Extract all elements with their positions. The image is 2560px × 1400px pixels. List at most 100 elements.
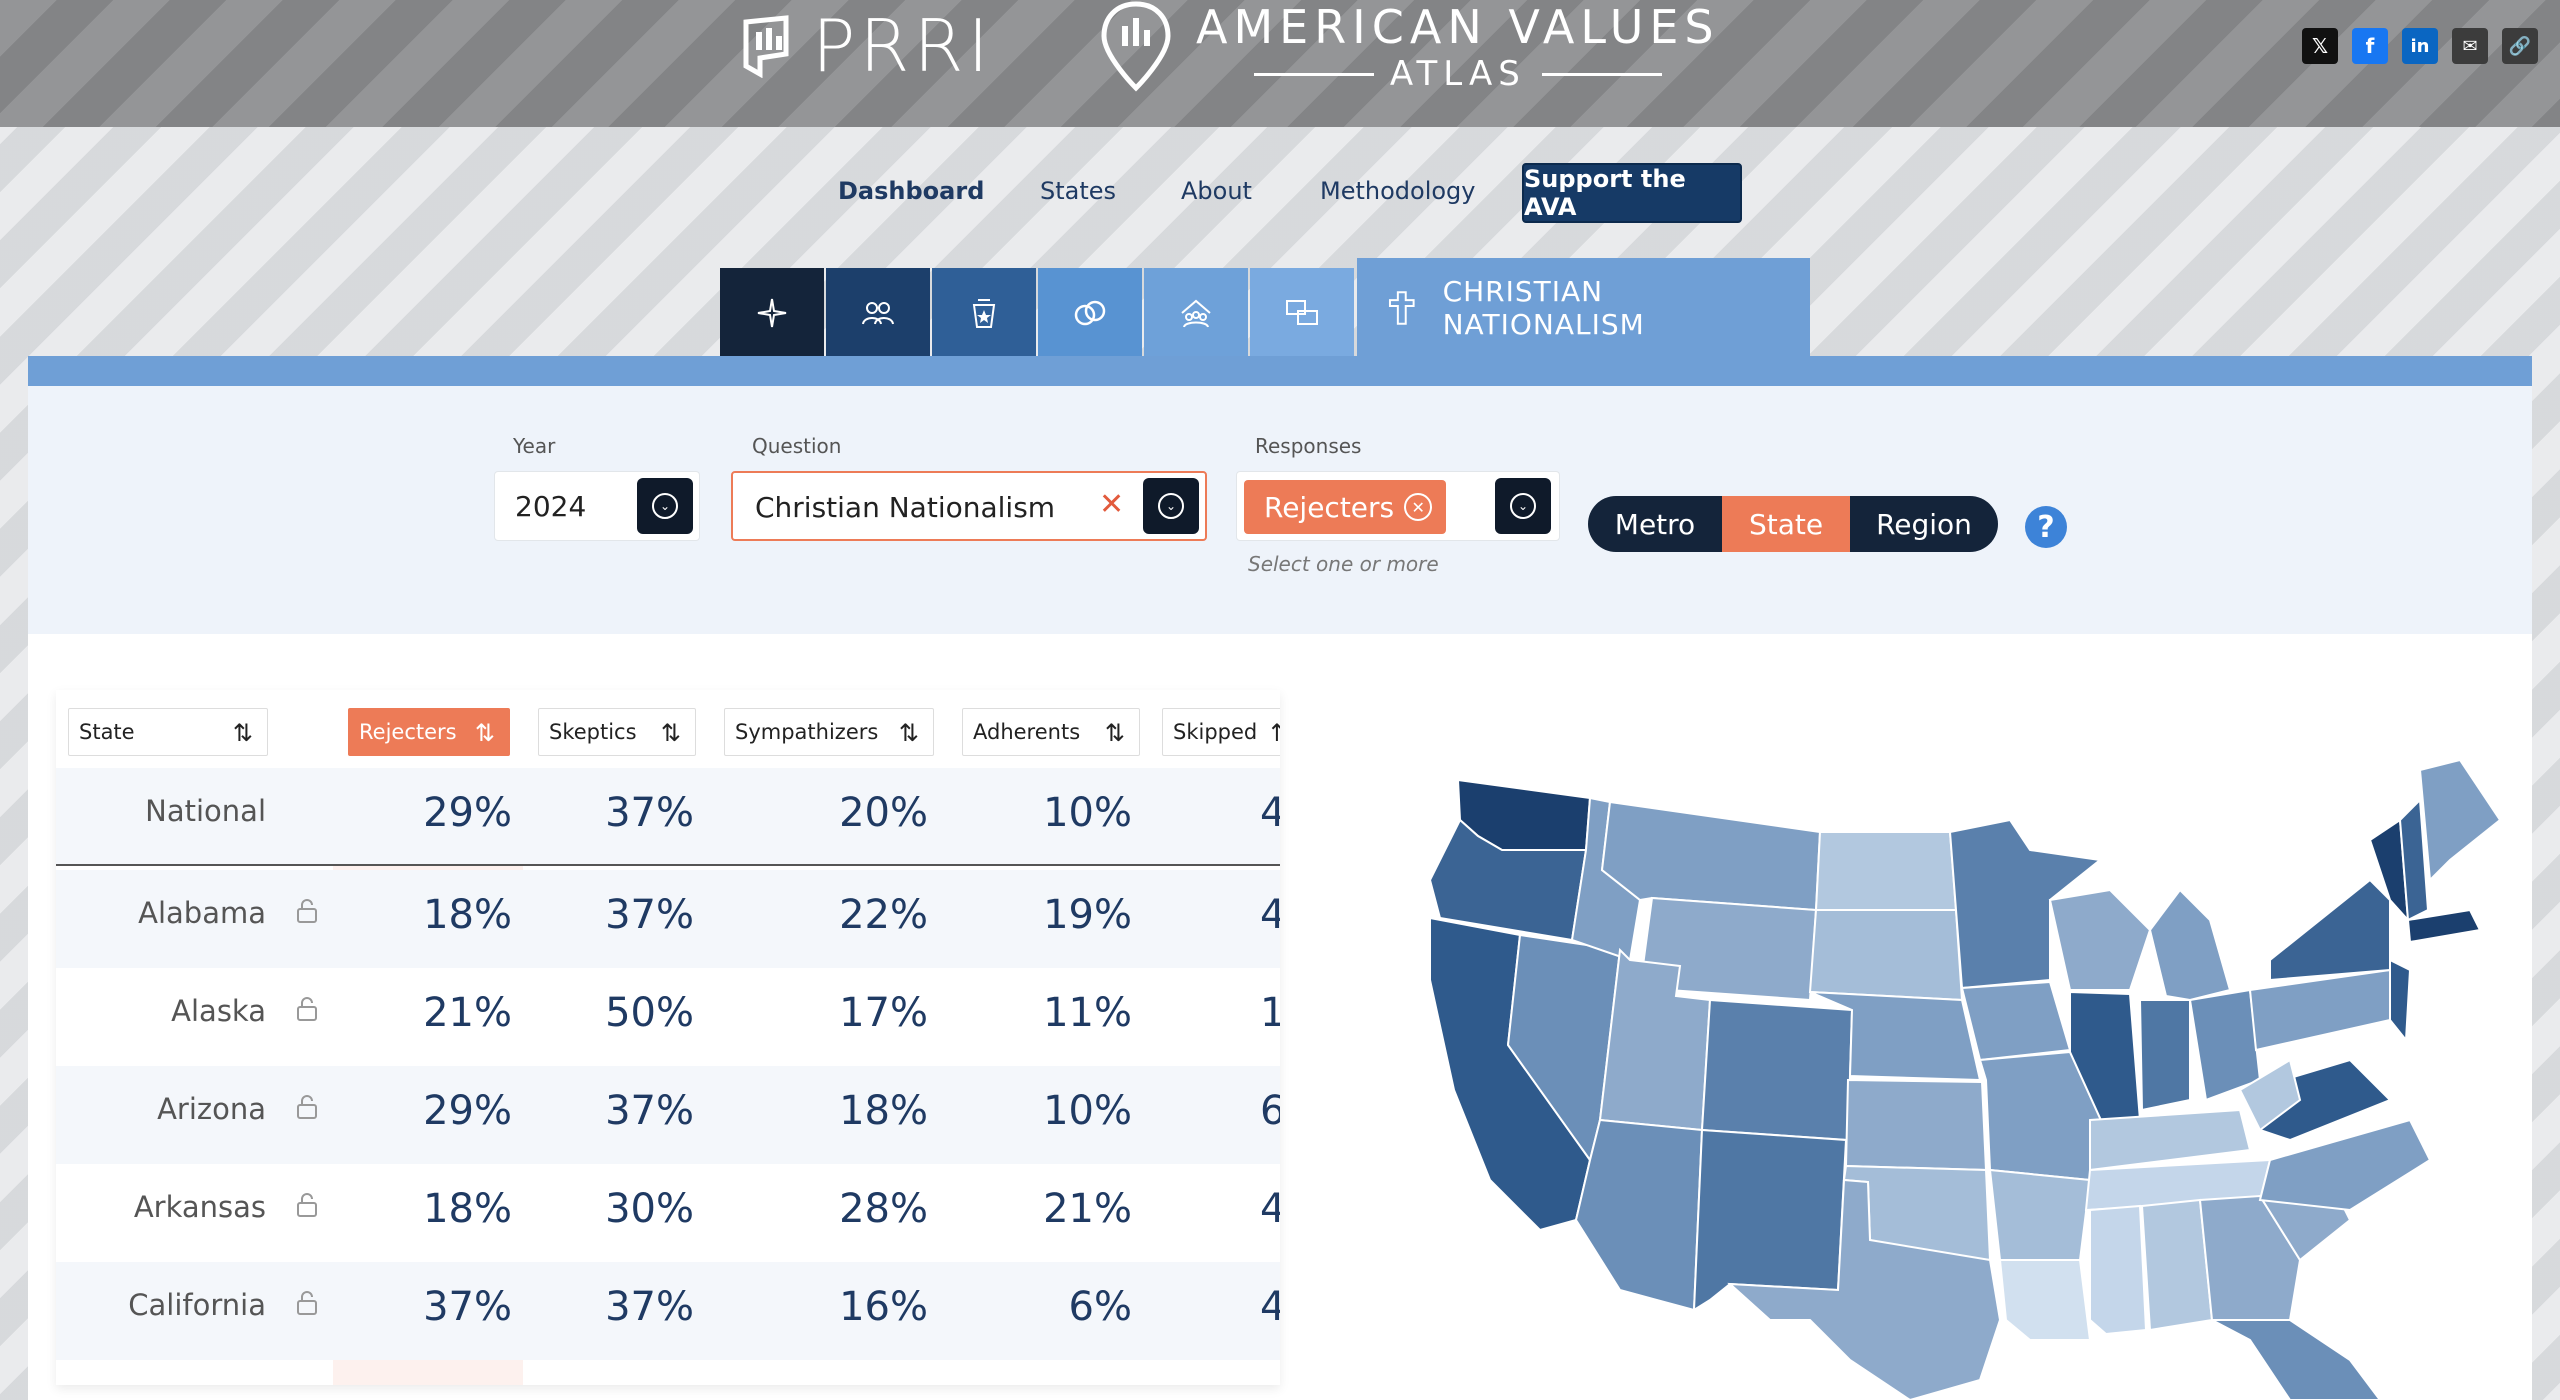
- clear-question-icon[interactable]: ✕: [1099, 487, 1125, 522]
- year-label: Year: [513, 434, 556, 458]
- nav-methodology[interactable]: Methodology: [1320, 177, 1476, 205]
- rule-left: [1253, 72, 1374, 76]
- year-select[interactable]: 2024 ⌄: [494, 471, 700, 541]
- header-skipped[interactable]: Skipped ↑: [1162, 708, 1280, 756]
- state-iowa[interactable]: [1960, 980, 2072, 1062]
- state-louisiana[interactable]: [1998, 1259, 2092, 1341]
- state-west-virginia[interactable]: [2238, 1058, 2302, 1132]
- state-new-mexico[interactable]: [1692, 1128, 1848, 1312]
- us-map[interactable]: [1390, 760, 2510, 1400]
- tab-christian-nationalism[interactable]: CHRISTIAN NATIONALISM: [1357, 258, 1810, 358]
- people-icon: [862, 302, 894, 325]
- state-arkansas[interactable]: [1988, 1168, 2092, 1261]
- state-kansas[interactable]: [1844, 1078, 1988, 1172]
- state-indiana[interactable]: [2138, 999, 2191, 1112]
- responses-hint: Select one or more: [1248, 552, 1439, 576]
- chat-icon: [1286, 300, 1318, 325]
- state-north-dakota[interactable]: [1814, 831, 1958, 911]
- state-mississippi[interactable]: [2089, 1204, 2148, 1336]
- header-state[interactable]: State ⇅: [68, 708, 268, 756]
- table-row[interactable]: [56, 1066, 1280, 1164]
- header-skeptics[interactable]: Skeptics ⇅: [538, 708, 696, 756]
- state-massachusetts[interactable]: [2406, 908, 2482, 944]
- rule-right: [1541, 72, 1662, 76]
- state-north-carolina[interactable]: [2258, 1118, 2432, 1212]
- x-icon[interactable]: 𝕏: [2302, 28, 2338, 64]
- nav-about[interactable]: About: [1181, 177, 1252, 205]
- question-dropdown-button[interactable]: ⌄: [1143, 478, 1199, 534]
- state-wisconsin[interactable]: [2048, 888, 2152, 991]
- cell-skipped: 4: [1260, 892, 1280, 938]
- responses-dropdown-button[interactable]: ⌄: [1495, 478, 1551, 534]
- topic-tabs: [720, 268, 1356, 358]
- cell-sympathizers: 18%: [839, 1088, 928, 1134]
- facebook-icon[interactable]: f: [2352, 28, 2388, 64]
- table-row-national[interactable]: [56, 768, 1280, 866]
- tab-sparkle[interactable]: [720, 268, 824, 358]
- state-michigan[interactable]: [2148, 888, 2232, 1002]
- geo-toggle: Metro State Region: [1588, 496, 1998, 552]
- prri-logo[interactable]: PRRI: [738, 4, 993, 88]
- rings-icon: [1074, 300, 1106, 326]
- tab-religion[interactable]: [932, 268, 1036, 358]
- question-select[interactable]: Christian Nationalism ✕ ⌄: [731, 471, 1207, 541]
- row-name: Alabama: [138, 896, 266, 930]
- table-row[interactable]: [56, 1262, 1280, 1360]
- cell-adherents: 10%: [1043, 1088, 1132, 1134]
- help-icon[interactable]: ?: [2025, 506, 2067, 548]
- state-texas[interactable]: [1727, 1178, 2002, 1400]
- year-value: 2024: [515, 490, 587, 523]
- tab-family[interactable]: [1144, 268, 1248, 358]
- cell-adherents: 11%: [1043, 990, 1132, 1036]
- response-chip-rejecters[interactable]: Rejecters ✕: [1244, 480, 1446, 534]
- cell-rejecters: 37%: [423, 1284, 512, 1330]
- state-new-jersey[interactable]: [2389, 958, 2412, 1043]
- state-maine[interactable]: [2418, 760, 2502, 883]
- state-arizona[interactable]: [1574, 1118, 1704, 1312]
- nav-dashboard[interactable]: Dashboard: [838, 177, 985, 205]
- linkedin-icon[interactable]: in: [2402, 28, 2438, 64]
- lock-icon[interactable]: [296, 1094, 318, 1120]
- nav-states[interactable]: States: [1040, 177, 1117, 205]
- remove-chip-icon[interactable]: ✕: [1404, 493, 1433, 521]
- lock-icon[interactable]: [296, 1192, 318, 1218]
- lock-icon[interactable]: [296, 898, 318, 924]
- family-icon: [1181, 299, 1211, 328]
- row-name: National: [145, 794, 266, 828]
- state-new-hampshire[interactable]: [2398, 797, 2430, 922]
- state-colorado[interactable]: [1700, 998, 1854, 1142]
- tab-rings[interactable]: [1038, 268, 1142, 358]
- state-pennsylvania[interactable]: [2248, 968, 2391, 1052]
- ava-logo[interactable]: AMERICAN VALUES ATLAS: [1100, 0, 1720, 94]
- header-rejecters[interactable]: Rejecters ⇅: [348, 708, 510, 756]
- table-row[interactable]: [56, 870, 1280, 968]
- state-montana[interactable]: [1600, 800, 1822, 912]
- state-new-york[interactable]: [2269, 878, 2391, 982]
- email-icon[interactable]: ✉: [2452, 28, 2488, 64]
- row-name: Arkansas: [133, 1190, 266, 1224]
- geo-metro[interactable]: Metro: [1588, 496, 1722, 552]
- header-sympathizers[interactable]: Sympathizers ⇅: [724, 708, 934, 756]
- state-nebraska[interactable]: [1809, 991, 1982, 1082]
- support-button[interactable]: Support the AVA: [1522, 163, 1742, 223]
- sort-icon: ⇅: [1104, 719, 1125, 747]
- question-label: Question: [752, 434, 842, 458]
- state-georgia[interactable]: [2198, 1194, 2302, 1321]
- cell-sympathizers: 22%: [839, 892, 928, 938]
- cell-skeptics: 37%: [605, 892, 694, 938]
- year-dropdown-button[interactable]: ⌄: [637, 478, 693, 534]
- lock-icon[interactable]: [296, 1290, 318, 1316]
- header-adherents[interactable]: Adherents ⇅: [962, 708, 1140, 756]
- tab-people[interactable]: [826, 268, 930, 358]
- geo-region[interactable]: Region: [1850, 496, 1998, 552]
- tab-chat[interactable]: [1250, 268, 1354, 358]
- link-icon[interactable]: 🔗: [2502, 28, 2538, 64]
- state-wyoming[interactable]: [1638, 896, 1818, 1002]
- state-florida[interactable]: [2211, 1319, 2382, 1400]
- geo-state[interactable]: State: [1722, 496, 1850, 552]
- state-kentucky[interactable]: [2089, 1108, 2252, 1172]
- table-row[interactable]: [56, 968, 1280, 1066]
- state-south-dakota[interactable]: [1808, 909, 1964, 1002]
- lock-icon[interactable]: [296, 996, 318, 1022]
- table-row[interactable]: [56, 1164, 1280, 1262]
